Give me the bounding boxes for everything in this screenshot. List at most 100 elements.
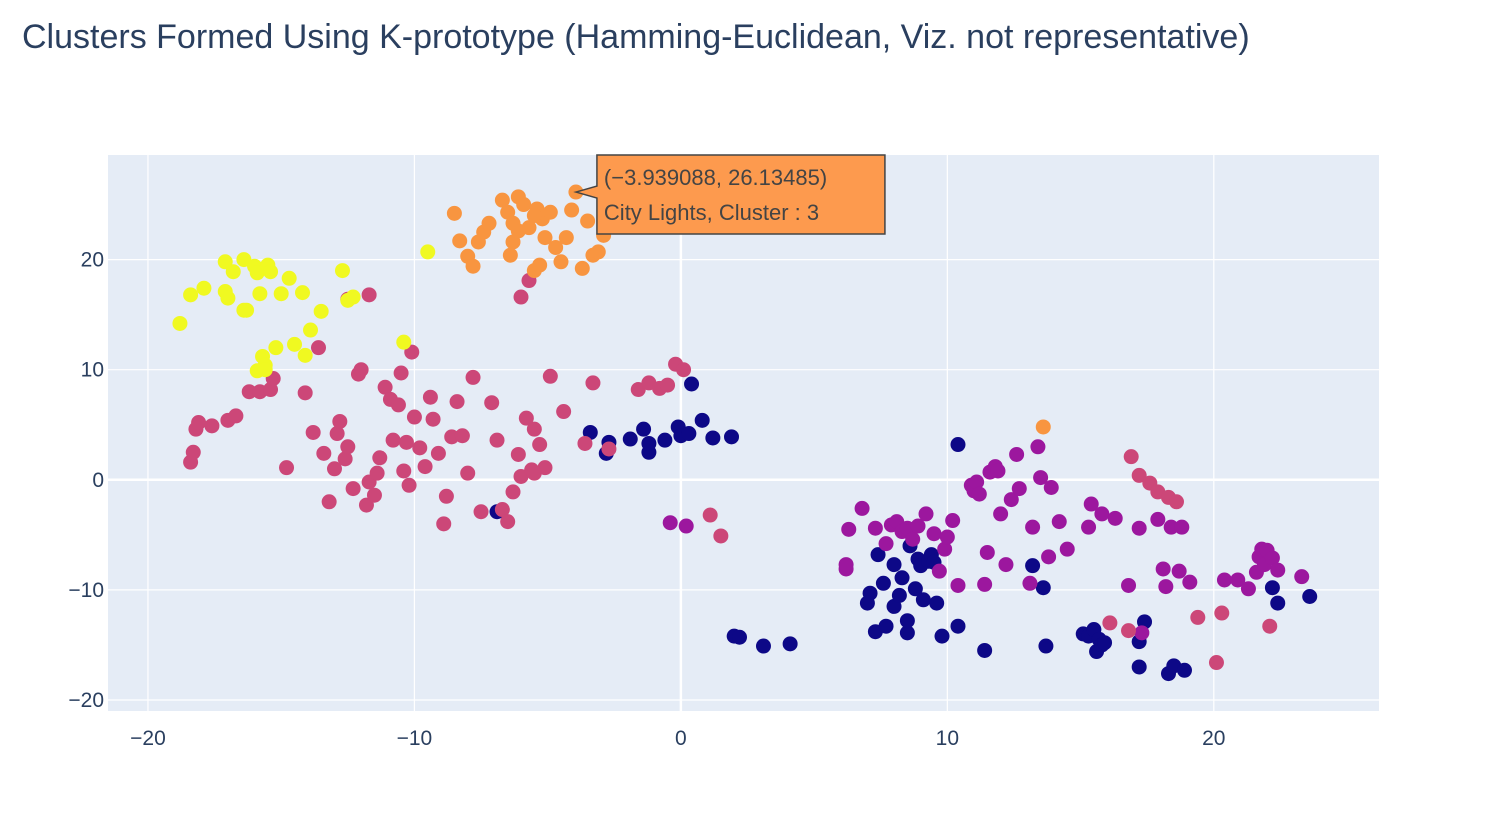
data-point [1182, 574, 1198, 590]
data-point [465, 369, 481, 385]
data-point [505, 484, 521, 500]
data-point [526, 421, 542, 437]
data-point [1174, 519, 1190, 535]
data-point [1216, 572, 1232, 588]
y-tick-label: 0 [92, 469, 104, 492]
y-tick-label: 20 [81, 249, 104, 272]
data-point [526, 208, 542, 224]
data-point [891, 587, 907, 603]
data-point [971, 486, 987, 502]
data-point [372, 450, 388, 466]
data-point [532, 257, 548, 273]
tooltip-coordinates: (−3.939088, 26.13485) [604, 165, 827, 190]
data-point [601, 441, 617, 457]
data-point [313, 303, 329, 319]
data-point [548, 239, 564, 255]
data-point [510, 446, 526, 462]
data-point [303, 322, 319, 338]
data-point [1150, 511, 1166, 527]
data-point [460, 465, 476, 481]
tooltip-label: City Lights, Cluster : 3 [604, 200, 819, 225]
data-point [526, 465, 542, 481]
data-point [449, 394, 465, 410]
x-tick-label: −20 [130, 727, 166, 750]
data-point [500, 514, 516, 530]
data-point [585, 375, 601, 391]
data-point [1131, 659, 1147, 675]
data-point [867, 520, 883, 536]
data-point [1190, 609, 1206, 625]
data-point [1121, 577, 1137, 593]
data-point [558, 230, 574, 246]
data-point [417, 459, 433, 475]
data-point [420, 244, 436, 260]
data-point [577, 435, 593, 451]
data-point [518, 410, 534, 426]
data-point [316, 445, 332, 461]
data-point [1097, 635, 1113, 651]
data-point [684, 376, 700, 392]
data-point [977, 642, 993, 658]
data-point [660, 377, 676, 393]
data-point [939, 529, 955, 545]
data-point [1083, 496, 1099, 512]
data-point [228, 408, 244, 424]
data-point [172, 315, 188, 331]
data-point [396, 334, 412, 350]
data-point [950, 618, 966, 634]
data-point [537, 230, 553, 246]
data-point [705, 430, 721, 446]
data-point [454, 428, 470, 444]
data-point [841, 521, 857, 537]
data-point [1051, 514, 1067, 530]
data-point [1022, 575, 1038, 591]
data-point [1176, 662, 1192, 678]
y-tick-label: −20 [68, 689, 104, 712]
data-point [513, 289, 529, 305]
plot-area[interactable] [108, 155, 1379, 711]
data-point [438, 488, 454, 504]
data-point [295, 285, 311, 301]
data-point [918, 506, 934, 522]
chart-title: Clusters Formed Using K-prototype (Hammi… [22, 18, 1250, 56]
data-point [321, 494, 337, 510]
data-point [502, 247, 518, 263]
data-point [494, 502, 510, 518]
data-point [1131, 467, 1147, 483]
data-point [1168, 494, 1184, 510]
data-point [1030, 439, 1046, 455]
data-point [252, 286, 268, 302]
data-point [1131, 520, 1147, 536]
data-point [945, 513, 961, 529]
data-point [311, 340, 327, 356]
data-point [1214, 605, 1230, 621]
data-point [590, 244, 606, 260]
data-point [1059, 541, 1075, 557]
data-point [907, 581, 923, 597]
data-point [406, 409, 422, 425]
data-point [191, 415, 207, 431]
data-point [398, 434, 414, 450]
data-point [859, 595, 875, 611]
data-point [297, 347, 313, 363]
data-point [915, 592, 931, 608]
data-point [894, 570, 910, 586]
data-point [1041, 549, 1057, 565]
data-point [724, 429, 740, 445]
data-point [281, 270, 297, 286]
data-point [305, 424, 321, 440]
data-point [1302, 588, 1318, 604]
data-point [489, 432, 505, 448]
data-point [505, 215, 521, 231]
data-point [1270, 595, 1286, 611]
data-point [1270, 562, 1286, 578]
x-tick-label: 0 [675, 727, 687, 750]
data-point [782, 636, 798, 652]
data-point [329, 426, 345, 442]
data-point [574, 260, 590, 276]
data-point [676, 362, 692, 378]
data-point [1011, 481, 1027, 497]
data-point [702, 507, 718, 523]
data-point [337, 451, 353, 467]
